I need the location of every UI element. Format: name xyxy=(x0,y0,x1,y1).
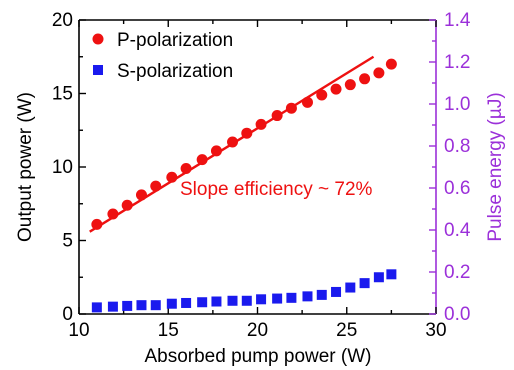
series-layer xyxy=(91,58,397,313)
left-y-axis-ticks: 0 5 10 15 20 xyxy=(52,10,86,325)
s-polarization-point xyxy=(373,272,384,283)
p-polarization-point xyxy=(344,79,356,91)
s-polarization-point xyxy=(256,294,267,305)
x-tick-label: 30 xyxy=(425,320,446,341)
legend-label-s: S-polarization xyxy=(117,61,233,82)
p-polarization-point xyxy=(196,154,208,166)
s-polarization-point xyxy=(345,282,356,293)
legend-marker-s xyxy=(93,65,103,75)
s-polarization-point xyxy=(166,298,177,309)
p-polarization-point xyxy=(135,189,147,201)
p-polarization-point xyxy=(271,110,283,122)
s-polarization-point xyxy=(197,297,208,308)
left-y-tick-label: 5 xyxy=(62,231,73,252)
p-polarization-point xyxy=(150,180,162,192)
s-polarization-point xyxy=(211,296,222,307)
p-polarization-point xyxy=(107,208,119,220)
x-axis-ticks: 10 15 20 25 30 xyxy=(68,20,447,341)
left-y-tick-label: 20 xyxy=(52,10,73,31)
p-polarization-point xyxy=(385,58,397,70)
right-y-tick-label: 0.4 xyxy=(444,220,471,241)
legend-label-p: P-polarization xyxy=(117,30,233,51)
right-y-tick-label: 0.0 xyxy=(444,304,470,325)
s-polarization-point xyxy=(107,301,118,312)
s-polarization-point xyxy=(181,297,192,308)
left-y-tick-label: 15 xyxy=(52,84,73,105)
left-y-tick-label: 10 xyxy=(52,157,73,178)
p-polarization-point xyxy=(359,73,371,85)
s-polarization-point xyxy=(286,292,297,303)
p-polarization-point xyxy=(166,171,178,183)
right-y-tick-label: 1.0 xyxy=(444,94,470,115)
s-polarization-point xyxy=(331,286,342,297)
left-y-tick-label: 0 xyxy=(62,304,73,325)
p-polarization-point xyxy=(255,118,267,130)
s-polarization-point xyxy=(136,300,147,311)
right-y-tick-label: 0.8 xyxy=(444,136,470,157)
s-polarization-point xyxy=(150,300,161,311)
legend-marker-p xyxy=(92,33,104,45)
p-polarization-point xyxy=(180,162,192,174)
p-polarization-point xyxy=(227,136,239,148)
p-polarization-point xyxy=(285,102,297,114)
p-polarization-point xyxy=(210,145,222,157)
p-polarization-point xyxy=(316,89,328,101)
s-polarization-point xyxy=(359,278,370,289)
s-polarization-point xyxy=(316,289,327,300)
p-polarization-point xyxy=(373,67,385,79)
right-y-tick-label: 1.4 xyxy=(444,10,471,31)
s-polarization-point xyxy=(91,302,102,313)
s-polarization-point xyxy=(122,300,133,311)
p-polarization-point xyxy=(91,218,103,230)
s-polarization-point xyxy=(241,295,252,306)
x-axis-title: Absorbed pump power (W) xyxy=(144,346,371,367)
right-y-tick-label: 0.2 xyxy=(444,262,470,283)
legend: P-polarization S-polarization xyxy=(92,30,233,82)
slope-annotation: Slope efficiency ~ 72% xyxy=(180,179,373,200)
s-polarization-point xyxy=(272,293,283,304)
p-polarization-point xyxy=(241,127,253,139)
left-y-axis-title: Output power (W) xyxy=(15,92,36,242)
right-y-tick-label: 1.2 xyxy=(444,52,470,73)
s-polarization-point xyxy=(227,295,238,306)
x-tick-label: 25 xyxy=(336,320,357,341)
right-y-axis-title: Pulse energy (µJ) xyxy=(485,92,506,241)
right-y-axis-ticks: 0.0 0.2 0.4 0.6 0.8 1.0 1.2 1.4 xyxy=(429,10,471,325)
p-polarization-point xyxy=(301,96,313,108)
s-polarization-point xyxy=(386,269,397,280)
x-tick-label: 15 xyxy=(158,320,179,341)
p-polarization-point xyxy=(121,199,133,211)
s-polarization-point xyxy=(302,291,313,302)
p-polarization-point xyxy=(330,83,342,95)
right-y-tick-label: 0.6 xyxy=(444,178,470,199)
x-tick-label: 10 xyxy=(68,320,89,341)
x-tick-label: 20 xyxy=(247,320,268,341)
